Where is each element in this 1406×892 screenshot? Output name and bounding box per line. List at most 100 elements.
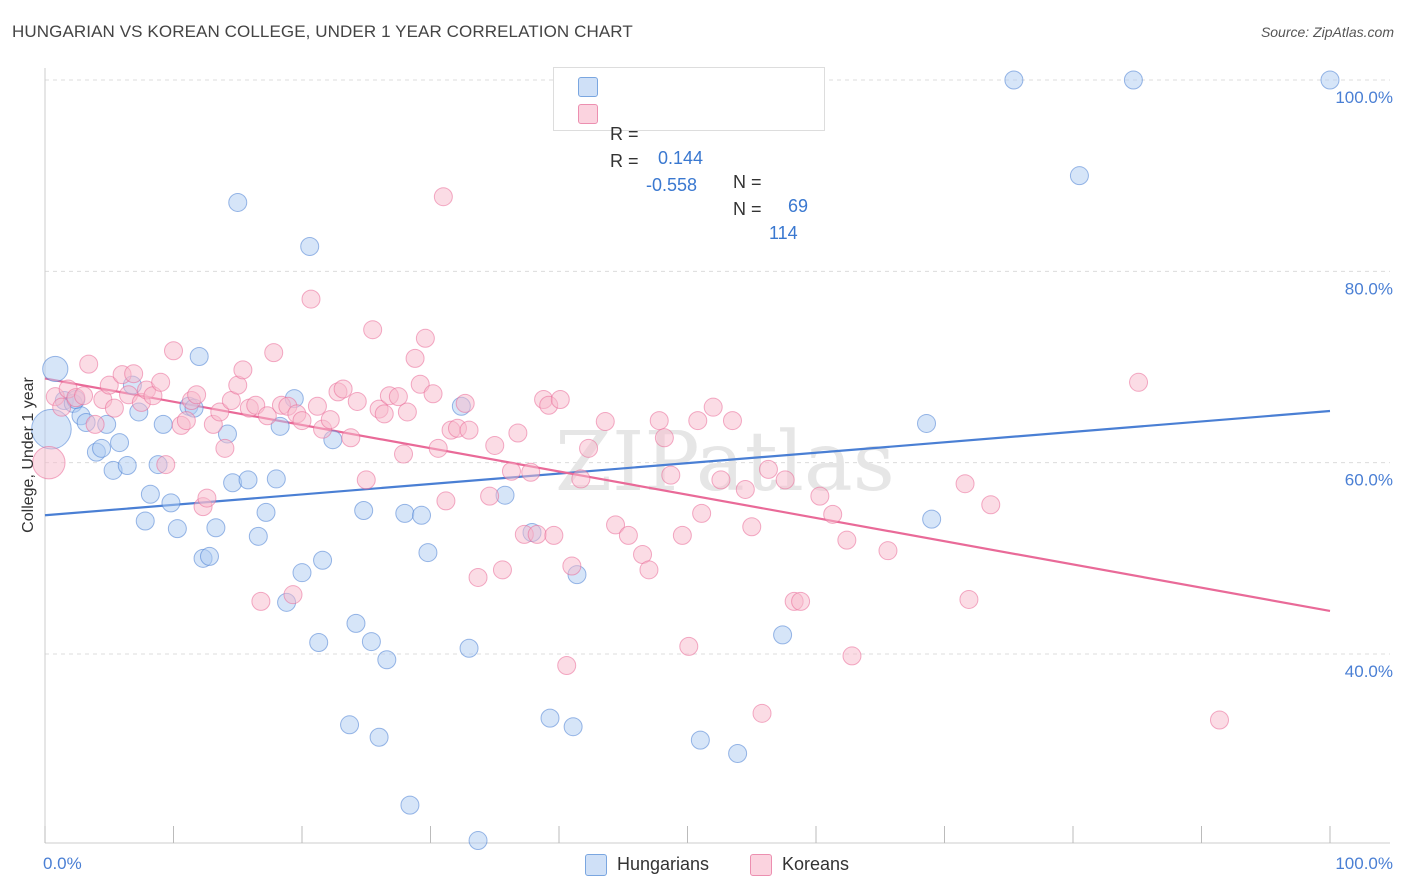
data-point-koreans bbox=[32, 445, 66, 480]
data-point-koreans bbox=[595, 412, 615, 432]
y-axis-title: College, Under 1 year bbox=[20, 377, 37, 533]
watermark: ZIPatlas bbox=[555, 415, 895, 510]
legend-r-label: R = bbox=[610, 124, 639, 144]
data-point-koreans bbox=[557, 655, 577, 675]
legend-swatch-hungarians bbox=[585, 854, 607, 876]
data-point-koreans bbox=[307, 396, 327, 416]
data-point-hungarians bbox=[92, 438, 112, 458]
data-point-hungarians bbox=[223, 473, 243, 493]
data-point-hungarians bbox=[189, 346, 209, 366]
data-point-koreans bbox=[722, 411, 742, 431]
data-point-koreans bbox=[99, 375, 119, 395]
y-tick-label: 40.0% bbox=[1345, 662, 1393, 681]
data-point-koreans bbox=[292, 411, 312, 431]
data-point-koreans bbox=[347, 391, 367, 411]
data-point-koreans bbox=[301, 289, 321, 309]
data-point-koreans bbox=[423, 384, 443, 404]
data-point-koreans bbox=[187, 385, 207, 405]
data-point-koreans bbox=[775, 470, 795, 490]
legend-r-value: -0.558 bbox=[646, 175, 698, 195]
data-point-koreans bbox=[735, 479, 755, 499]
data-point-koreans bbox=[264, 343, 284, 363]
legend-n-label: N = bbox=[733, 172, 762, 192]
data-point-koreans bbox=[508, 423, 528, 443]
data-point-koreans bbox=[415, 328, 435, 348]
data-point-hungarians bbox=[309, 633, 329, 653]
legend-row-koreans: R = -0.558 N = 114 bbox=[578, 101, 798, 243]
data-point-hungarians bbox=[773, 625, 793, 645]
data-point-koreans bbox=[823, 504, 843, 524]
data-point-hungarians bbox=[140, 484, 160, 504]
data-point-hungarians bbox=[256, 502, 276, 522]
data-point-koreans bbox=[639, 560, 659, 580]
data-point-hungarians bbox=[395, 503, 415, 523]
data-point-koreans bbox=[679, 636, 699, 656]
legend-swatch-hungarians bbox=[578, 77, 598, 97]
data-point-koreans bbox=[233, 360, 253, 380]
data-point-hungarians bbox=[292, 563, 312, 583]
data-point-koreans bbox=[210, 402, 230, 422]
data-point-hungarians bbox=[1123, 70, 1143, 90]
gridlines bbox=[45, 79, 1390, 655]
y-tick-label: 100.0% bbox=[1335, 88, 1393, 107]
data-point-koreans bbox=[433, 187, 453, 207]
data-point-hungarians bbox=[300, 236, 320, 256]
data-point-koreans bbox=[257, 406, 277, 426]
data-point-koreans bbox=[692, 503, 712, 523]
data-point-hungarians bbox=[135, 511, 155, 531]
data-point-hungarians bbox=[238, 470, 258, 490]
data-point-hungarians bbox=[690, 730, 710, 750]
data-point-hungarians bbox=[361, 632, 381, 652]
data-point-koreans bbox=[85, 414, 105, 434]
tick-labels: 40.0% 60.0% 80.0% 100.0% 0.0% 100.0% bbox=[43, 88, 1393, 873]
data-point-koreans bbox=[672, 525, 692, 545]
series-koreans bbox=[32, 187, 1229, 730]
correlation-legend: R = 0.144 N = 69 R = -0.558 N = 114 bbox=[553, 67, 825, 243]
data-point-koreans bbox=[758, 459, 778, 479]
data-point-hungarians bbox=[1069, 166, 1089, 186]
data-point-koreans bbox=[156, 455, 176, 475]
data-point-koreans bbox=[703, 397, 723, 417]
data-point-hungarians bbox=[354, 501, 374, 520]
data-point-koreans bbox=[356, 470, 376, 490]
data-point-koreans bbox=[455, 393, 475, 413]
data-point-hungarians bbox=[563, 717, 583, 737]
data-point-koreans bbox=[544, 525, 564, 545]
data-point-hungarians bbox=[468, 831, 488, 851]
data-point-hungarians bbox=[340, 715, 360, 735]
data-point-koreans bbox=[959, 589, 979, 609]
data-point-koreans bbox=[164, 341, 183, 361]
data-point-hungarians bbox=[161, 493, 181, 513]
data-point-koreans bbox=[436, 491, 456, 511]
data-point-koreans bbox=[527, 524, 547, 544]
data-point-koreans bbox=[283, 585, 303, 605]
data-point-koreans bbox=[492, 560, 512, 580]
data-point-koreans bbox=[124, 364, 144, 384]
data-point-koreans bbox=[485, 435, 505, 455]
data-point-koreans bbox=[654, 428, 674, 448]
data-point-koreans bbox=[52, 397, 72, 417]
data-point-hungarians bbox=[459, 638, 479, 658]
series-legend: Hungarians Koreans bbox=[0, 852, 1406, 878]
data-point-hungarians bbox=[110, 433, 130, 453]
legend-n-label: N = bbox=[733, 199, 762, 219]
data-point-koreans bbox=[151, 372, 171, 392]
data-point-koreans bbox=[74, 386, 94, 406]
data-point-hungarians bbox=[206, 518, 226, 538]
data-point-koreans bbox=[251, 591, 271, 611]
data-point-koreans bbox=[606, 515, 626, 535]
data-point-koreans bbox=[571, 469, 591, 489]
trend-line-hungarians bbox=[44, 409, 1331, 517]
legend-r-label: R = bbox=[610, 151, 639, 171]
data-point-koreans bbox=[618, 525, 638, 545]
data-point-hungarians bbox=[346, 613, 366, 633]
data-point-hungarians bbox=[117, 456, 137, 476]
data-point-koreans bbox=[405, 348, 425, 368]
data-point-koreans bbox=[394, 444, 414, 464]
data-point-hungarians bbox=[167, 519, 187, 539]
legend-label-koreans: Koreans bbox=[782, 854, 850, 874]
data-point-koreans bbox=[320, 410, 340, 430]
data-point-koreans bbox=[579, 438, 599, 458]
data-point-koreans bbox=[752, 703, 772, 723]
